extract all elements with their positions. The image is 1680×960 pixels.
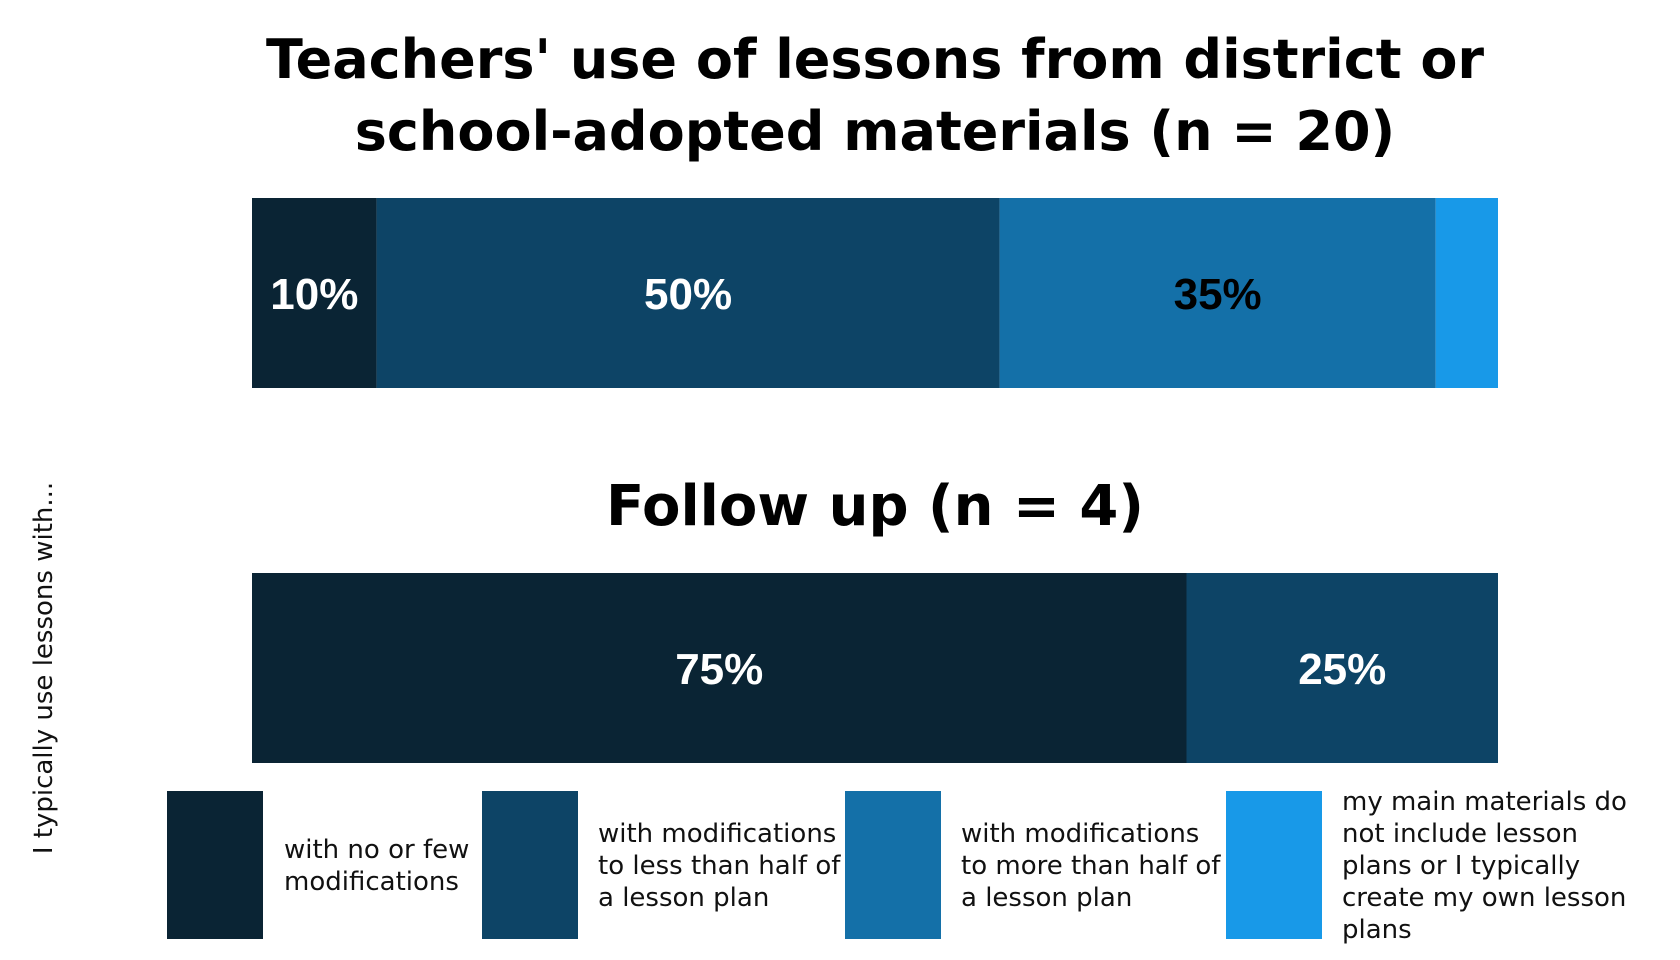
legend-swatch-2 — [482, 791, 578, 939]
panel-1-bar-segment-2 — [376, 198, 1000, 388]
panel-2-bar-segment-2 — [1186, 573, 1498, 763]
legend-label-1-line-1: with no or few — [284, 835, 469, 865]
legend-label-4-line-1: my main materials do — [1342, 787, 1627, 817]
legend-swatch-3 — [845, 791, 941, 939]
panel-titles: Teachers' use of lessons from district o… — [266, 28, 1484, 539]
legend-label-4-line-2: not include lesson — [1342, 819, 1578, 849]
legend-label-2-line-3: a lesson plan — [598, 883, 769, 913]
legend-label-3-line-3: a lesson plan — [961, 883, 1132, 913]
legend-label-4-line-5: plans — [1342, 915, 1412, 945]
panel-1-title-line-1: Teachers' use of lessons from district o… — [266, 28, 1484, 91]
legend-label-3-line-1: with modifications — [961, 819, 1199, 849]
segment-labels: 10% 50% 35% 75% 25% — [270, 270, 1386, 694]
legend-label-1-line-2: modifications — [284, 867, 459, 897]
panel-1-bar-segment-4 — [1435, 198, 1498, 388]
panel-2-title-line-1: Follow up (n = 4) — [606, 474, 1144, 539]
panel-2-bar-segment-1 — [252, 573, 1187, 763]
y-axis-label: I typically use lessons with... — [29, 482, 59, 854]
legend-label-2-line-2: to less than half of — [598, 851, 841, 881]
legend-label-4-line-4: create my own lesson — [1342, 883, 1626, 913]
panel-2-segment-label-2: 25% — [1298, 645, 1386, 694]
panel-1-bar-segment-3 — [999, 198, 1436, 388]
panel-1-title-line-2: school-adopted materials (n = 20) — [355, 100, 1395, 163]
legend-label-3-line-2: to more than half of — [961, 851, 1221, 881]
stacked-bars — [252, 198, 1498, 763]
panel-1-segment-label-2: 50% — [644, 270, 732, 319]
legend-swatch-1 — [167, 791, 263, 939]
panel-1-segment-label-1: 10% — [270, 270, 358, 319]
panel-1-bar-segment-1 — [252, 198, 377, 388]
legend-label-2-line-1: with modifications — [598, 819, 836, 849]
legend-swatch-4 — [1226, 791, 1322, 939]
panel-2-segment-label-1: 75% — [675, 645, 763, 694]
panel-1-segment-label-3: 35% — [1174, 270, 1262, 319]
legend-label-4-line-3: plans or I typically — [1342, 851, 1580, 881]
